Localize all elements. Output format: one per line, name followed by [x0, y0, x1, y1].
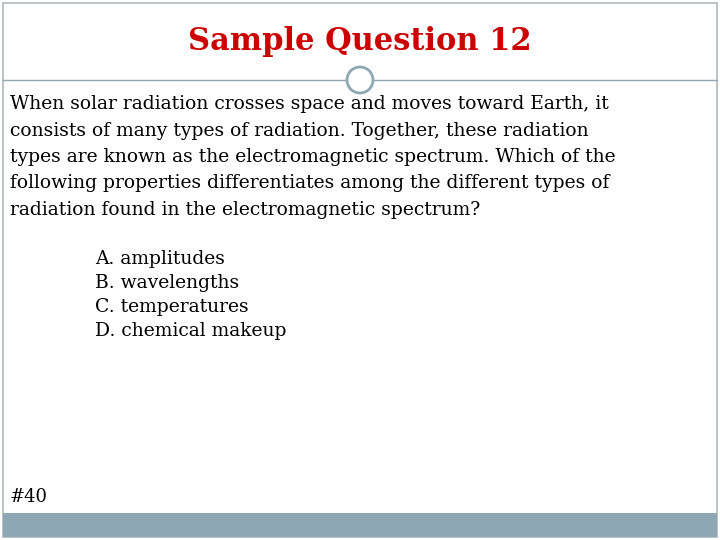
Text: When solar radiation crosses space and moves toward Earth, it: When solar radiation crosses space and m… — [10, 95, 608, 113]
Bar — [3, 513, 717, 537]
Text: B. wavelengths: B. wavelengths — [95, 273, 239, 292]
Text: consists of many types of radiation. Together, these radiation: consists of many types of radiation. Tog… — [10, 122, 589, 139]
Circle shape — [347, 67, 373, 93]
Text: A. amplitudes: A. amplitudes — [95, 249, 225, 267]
Text: C. temperatures: C. temperatures — [95, 298, 248, 315]
Text: following properties differentiates among the different types of: following properties differentiates amon… — [10, 174, 609, 192]
Text: #40: #40 — [10, 488, 48, 506]
Text: D. chemical makeup: D. chemical makeup — [95, 321, 287, 340]
Text: radiation found in the electromagnetic spectrum?: radiation found in the electromagnetic s… — [10, 201, 480, 219]
Text: Sample Question 12: Sample Question 12 — [188, 26, 532, 57]
Text: types are known as the electromagnetic spectrum. Which of the: types are known as the electromagnetic s… — [10, 148, 616, 166]
